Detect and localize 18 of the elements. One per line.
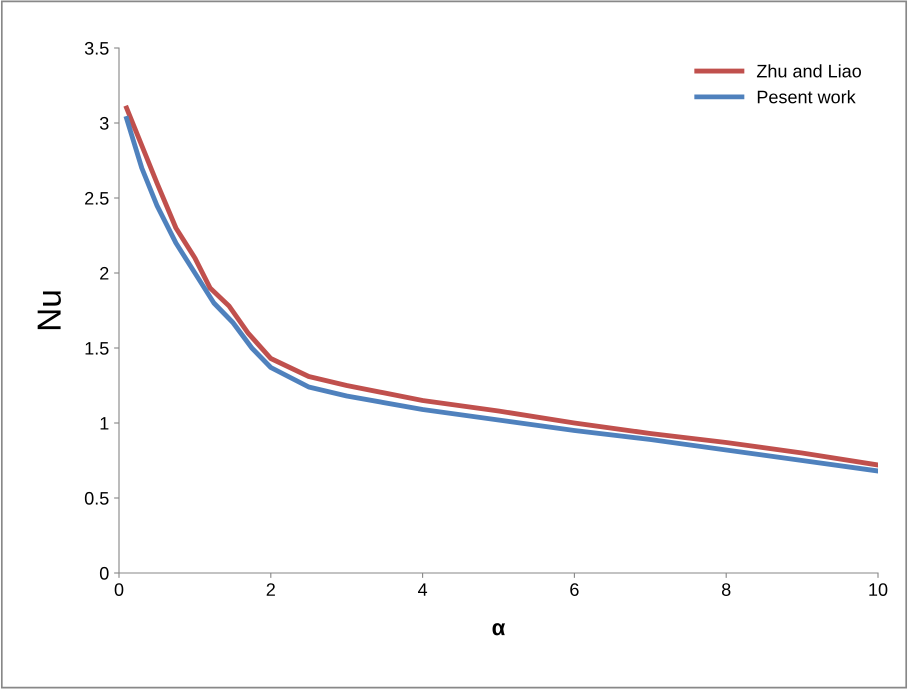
y-axis-title: Nu: [38, 291, 61, 330]
y-tick-label: 0: [100, 566, 109, 580]
x-axis-title: α: [492, 623, 506, 636]
x-tick-label: 4: [418, 583, 428, 596]
y-tick-label: 1.5: [86, 342, 109, 355]
x-tick-label: 0: [114, 583, 124, 596]
y-tick-label: 1: [100, 417, 108, 430]
y-tick-label: 2.5: [85, 192, 109, 205]
x-tick-label: 8: [722, 583, 730, 596]
x-tick-label: 6: [570, 583, 579, 596]
x-tick-label: 10: [869, 583, 888, 596]
legend-label: Zhu and Liao: [756, 64, 862, 78]
x-tick-label: 2: [266, 583, 275, 596]
y-tick-label: 0.5: [84, 492, 109, 505]
y-tick-label: 3: [100, 116, 108, 130]
y-tick-label: 2: [100, 266, 108, 280]
legend-label: Pesent work: [758, 90, 856, 104]
y-tick-label: 3.5: [84, 42, 109, 55]
